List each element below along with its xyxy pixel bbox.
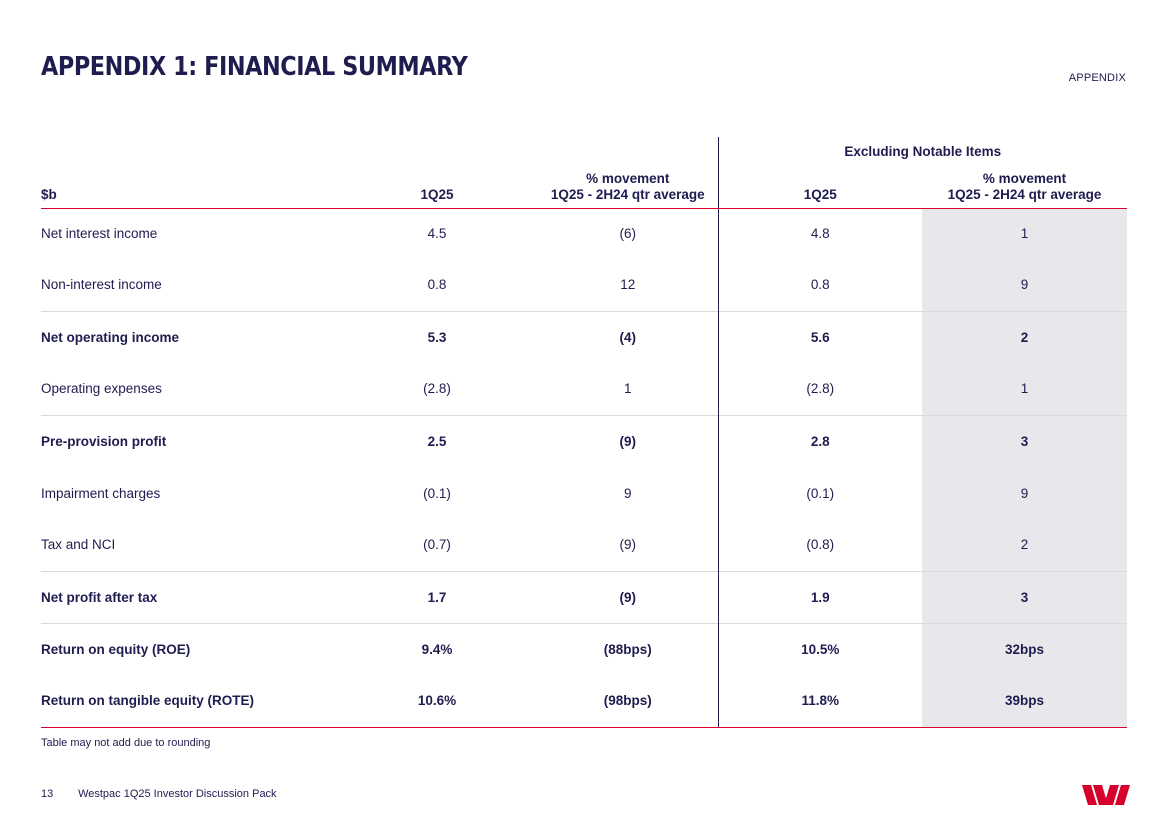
table-row: Impairment charges (0.1) 9 (0.1) 9 xyxy=(41,467,1127,519)
cell-value: (4) xyxy=(538,310,718,363)
row-label: Return on equity (ROE) xyxy=(41,622,336,675)
cell-value: 12 xyxy=(620,277,636,293)
cell-value: 3 xyxy=(922,570,1127,623)
row-label: Return on tangible equity (ROTE) xyxy=(41,675,336,728)
table-row: Net interest income 4.5 (6) 4.8 1 xyxy=(41,208,1127,259)
row-label: Impairment charges xyxy=(41,485,161,501)
cell-value: 32bps xyxy=(922,622,1127,675)
cell-value: (6) xyxy=(619,226,637,242)
column-header-movement-excl-line2: 1Q25 - 2H24 qtr average xyxy=(947,186,1102,202)
cell-value: (0.1) xyxy=(423,485,451,501)
column-header-1q25: 1Q25 xyxy=(336,165,538,209)
row-label: Tax and NCI xyxy=(41,537,116,553)
cell-value: 0.8 xyxy=(427,277,447,293)
column-header-label: $b xyxy=(41,165,336,209)
cell-value: 9 xyxy=(922,467,1127,519)
cell-value: (0.7) xyxy=(423,537,451,553)
table-footnote: Table may not add due to rounding xyxy=(41,737,211,749)
cell-value: (9) xyxy=(538,570,718,623)
row-label: Operating expenses xyxy=(41,381,162,397)
cell-value: 2 xyxy=(922,310,1127,363)
cell-value: (98bps) xyxy=(538,675,718,728)
cell-value: 5.6 xyxy=(717,310,922,363)
group-header-excluding-notable-items: Excluding Notable Items xyxy=(717,137,1127,165)
table-row: Net operating income 5.3 (4) 5.6 2 xyxy=(41,310,1127,363)
cell-value: 3 xyxy=(922,414,1127,467)
cell-value: (2.8) xyxy=(423,381,451,397)
financial-summary-table: Excluding Notable Items $b 1Q25 % moveme… xyxy=(41,137,1127,728)
cell-value: 9 xyxy=(922,259,1127,311)
cell-value: 2.5 xyxy=(336,414,538,467)
table-row: Return on tangible equity (ROTE) 10.6% (… xyxy=(41,675,1127,728)
cell-value: 2 xyxy=(922,519,1127,571)
cell-value: (9) xyxy=(619,537,637,553)
table-row: Net profit after tax 1.7 (9) 1.9 3 xyxy=(41,570,1127,623)
table-row: Non-interest income 0.8 12 0.8 9 xyxy=(41,259,1127,311)
cell-value: 1.9 xyxy=(717,570,922,623)
column-header-movement-line2: 1Q25 - 2H24 qtr average xyxy=(550,186,705,202)
document-title: Westpac 1Q25 Investor Discussion Pack xyxy=(78,788,277,800)
cell-value: (0.8) xyxy=(717,519,922,571)
cell-value: (0.1) xyxy=(717,467,922,519)
column-header-movement-excl-line1: % movement xyxy=(982,170,1067,186)
cell-value: 11.8% xyxy=(717,675,922,728)
table-row: Tax and NCI (0.7) (9) (0.8) 2 xyxy=(41,519,1127,571)
row-label: Pre-provision profit xyxy=(41,414,336,467)
westpac-logo-icon xyxy=(1082,785,1130,805)
cell-value: 5.3 xyxy=(336,310,538,363)
cell-value: 1 xyxy=(623,381,632,397)
cell-value: 1.7 xyxy=(336,570,538,623)
table-row: Pre-provision profit 2.5 (9) 2.8 3 xyxy=(41,414,1127,467)
page-number: 13 xyxy=(41,788,54,800)
cell-value: 0.8 xyxy=(717,259,922,311)
cell-value: 9 xyxy=(623,485,632,501)
column-header-movement-excl: % movement 1Q25 - 2H24 qtr average xyxy=(922,165,1127,209)
cell-value: 10.6% xyxy=(336,675,538,728)
column-header-1q25-excl: 1Q25 xyxy=(717,165,922,209)
row-label: Net interest income xyxy=(41,226,158,242)
cell-value: (88bps) xyxy=(538,622,718,675)
cell-value: 4.8 xyxy=(717,208,922,259)
page-footer: 13 Westpac 1Q25 Investor Discussion Pack xyxy=(41,788,277,800)
page-title: Appendix 1: Financial Summary xyxy=(41,52,468,82)
cell-value: 1 xyxy=(922,208,1127,259)
column-header-movement: % movement 1Q25 - 2H24 qtr average xyxy=(538,165,718,209)
section-label: APPENDIX xyxy=(1068,72,1126,84)
cell-value: (2.8) xyxy=(717,363,922,415)
row-label: Non-interest income xyxy=(41,277,162,293)
cell-value: 9.4% xyxy=(336,622,538,675)
row-label: Net profit after tax xyxy=(41,570,336,623)
row-label: Net operating income xyxy=(41,310,336,363)
cell-value: 2.8 xyxy=(717,414,922,467)
table-row: Return on equity (ROE) 9.4% (88bps) 10.5… xyxy=(41,622,1127,675)
cell-value: 1 xyxy=(922,363,1127,415)
cell-value: 39bps xyxy=(922,675,1127,728)
cell-value: 10.5% xyxy=(717,622,922,675)
column-header-movement-line1: % movement xyxy=(586,170,670,186)
cell-value: 4.5 xyxy=(427,226,447,242)
table-row: Operating expenses (2.8) 1 (2.8) 1 xyxy=(41,363,1127,415)
cell-value: (9) xyxy=(538,414,718,467)
